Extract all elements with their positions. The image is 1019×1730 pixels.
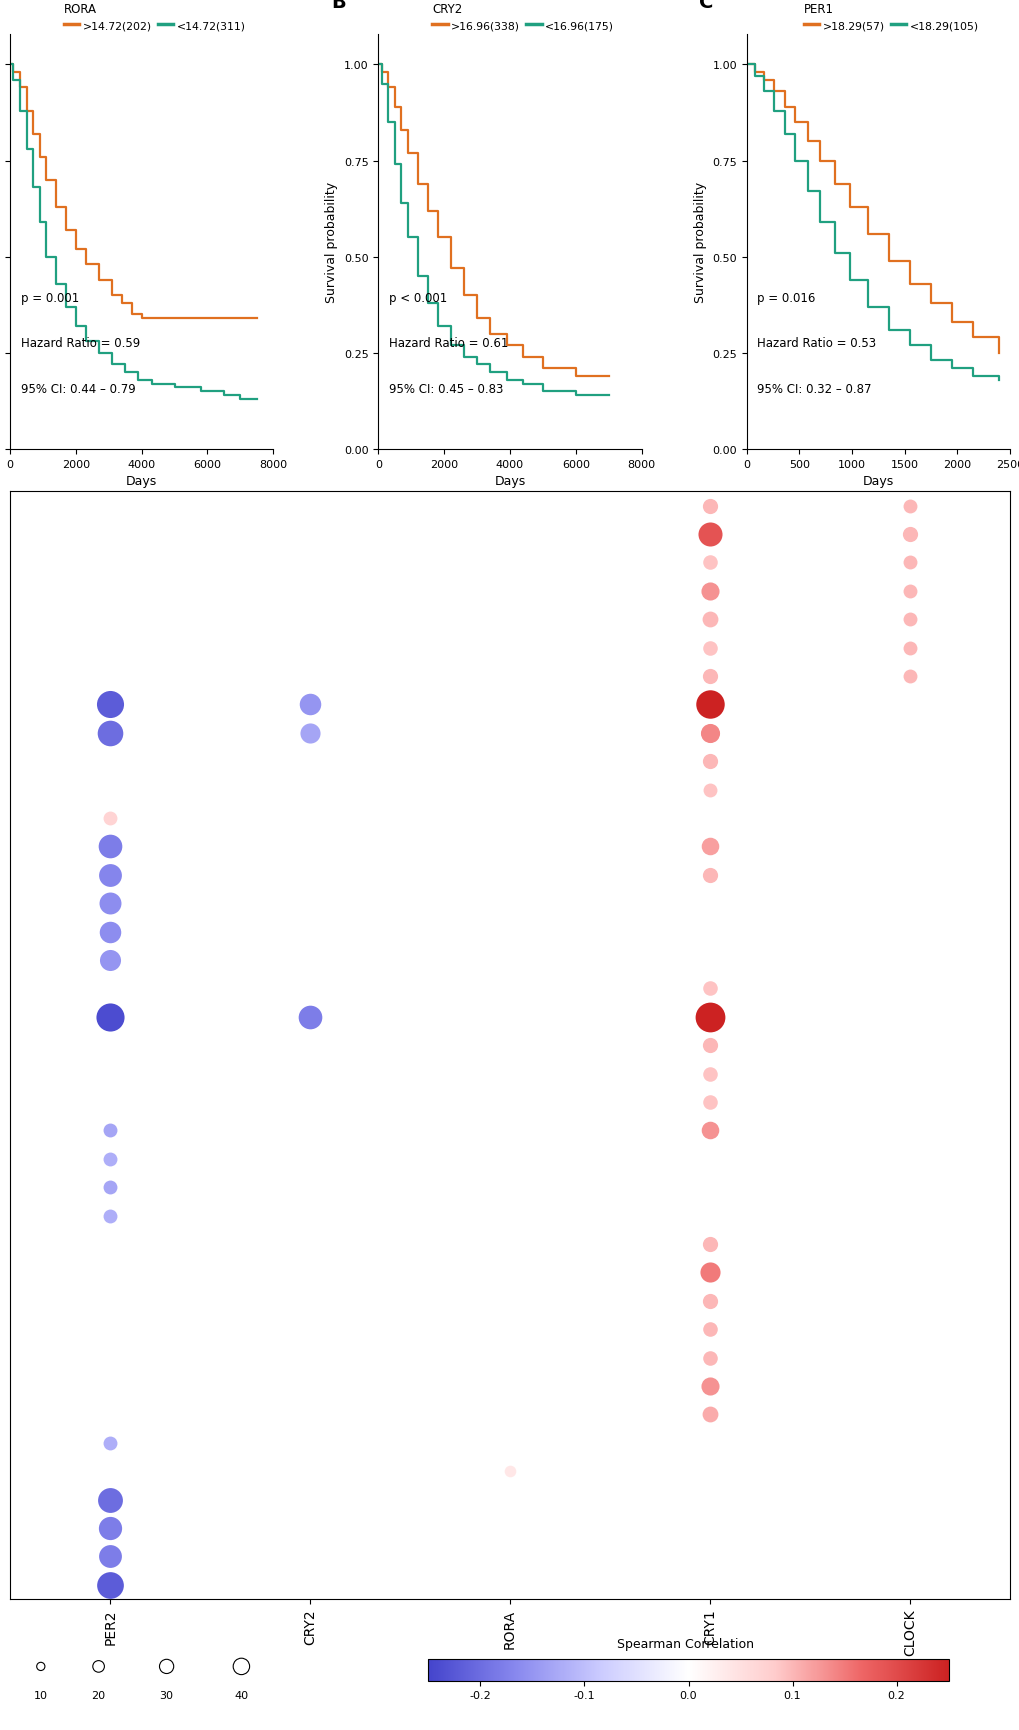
Point <box>102 1543 118 1571</box>
Point <box>701 834 717 862</box>
Text: 20: 20 <box>92 1690 106 1701</box>
Text: p = 0.001: p = 0.001 <box>20 291 78 304</box>
Text: Hazard Ratio = 0.53: Hazard Ratio = 0.53 <box>756 337 875 349</box>
Point <box>302 692 318 720</box>
Point <box>701 635 717 663</box>
Point <box>102 919 118 946</box>
Point <box>901 521 917 548</box>
Legend: >16.96(338), <16.96(175): >16.96(338), <16.96(175) <box>428 0 618 36</box>
Point <box>901 635 917 663</box>
Point <box>102 1118 118 1145</box>
Point <box>102 720 118 747</box>
Point <box>701 862 717 889</box>
Text: Hazard Ratio = 0.59: Hazard Ratio = 0.59 <box>20 337 140 349</box>
Point <box>102 1003 118 1031</box>
Text: p = 0.016: p = 0.016 <box>756 291 815 304</box>
Point <box>102 1514 118 1541</box>
Text: C: C <box>699 0 713 12</box>
Text: Hazard Ratio = 0.61: Hazard Ratio = 0.61 <box>388 337 507 349</box>
Text: Spearman Correlation: Spearman Correlation <box>616 1637 753 1650</box>
Point <box>701 1344 717 1372</box>
Point <box>701 777 717 804</box>
Point <box>701 1118 717 1145</box>
Text: 40: 40 <box>234 1690 249 1701</box>
Text: 10: 10 <box>34 1690 48 1701</box>
Text: 95% CI: 0.32 – 0.87: 95% CI: 0.32 – 0.87 <box>756 382 871 396</box>
Point <box>701 606 717 633</box>
Point <box>102 1429 118 1457</box>
Point <box>901 606 917 633</box>
Point <box>701 550 717 578</box>
Legend: >18.29(57), <18.29(105): >18.29(57), <18.29(105) <box>799 0 982 36</box>
Point <box>701 1315 717 1342</box>
Point <box>701 1031 717 1059</box>
Point <box>102 946 118 974</box>
Point <box>158 1652 174 1680</box>
Text: p < 0.001: p < 0.001 <box>388 291 446 304</box>
Point <box>701 493 717 521</box>
Point <box>901 493 917 521</box>
Point <box>901 663 917 690</box>
Point <box>102 804 118 832</box>
Point <box>102 692 118 720</box>
Point <box>501 1457 518 1484</box>
Point <box>302 1003 318 1031</box>
Point <box>102 1173 118 1201</box>
Point <box>102 1202 118 1230</box>
Point <box>302 720 318 747</box>
Point <box>233 1652 250 1680</box>
Point <box>91 1652 107 1680</box>
Point <box>102 1571 118 1599</box>
Point <box>102 834 118 862</box>
Point <box>701 1287 717 1315</box>
Point <box>701 1060 717 1088</box>
Point <box>701 692 717 720</box>
Text: B: B <box>331 0 345 12</box>
Point <box>701 1230 717 1258</box>
Point <box>701 1401 717 1429</box>
X-axis label: Days: Days <box>494 476 525 488</box>
Legend: >14.72(202), <14.72(311): >14.72(202), <14.72(311) <box>60 0 250 36</box>
Point <box>701 521 717 548</box>
Text: 95% CI: 0.45 – 0.83: 95% CI: 0.45 – 0.83 <box>388 382 503 396</box>
Point <box>901 578 917 606</box>
Point <box>701 1088 717 1116</box>
Point <box>701 747 717 775</box>
Point <box>701 578 717 606</box>
Y-axis label: Survival probability: Survival probability <box>325 182 338 303</box>
Point <box>901 550 917 578</box>
Point <box>102 889 118 917</box>
Point <box>701 663 717 690</box>
Y-axis label: Survival probability: Survival probability <box>693 182 706 303</box>
Point <box>33 1652 49 1680</box>
Point <box>701 1003 717 1031</box>
Point <box>701 720 717 747</box>
Text: 95% CI: 0.44 – 0.79: 95% CI: 0.44 – 0.79 <box>20 382 136 396</box>
Point <box>102 862 118 889</box>
Point <box>701 1372 717 1400</box>
Text: 30: 30 <box>159 1690 173 1701</box>
X-axis label: Days: Days <box>126 476 157 488</box>
Point <box>701 976 717 1003</box>
X-axis label: Days: Days <box>862 476 893 488</box>
Point <box>102 1486 118 1514</box>
Point <box>102 1145 118 1173</box>
Point <box>701 1259 717 1287</box>
